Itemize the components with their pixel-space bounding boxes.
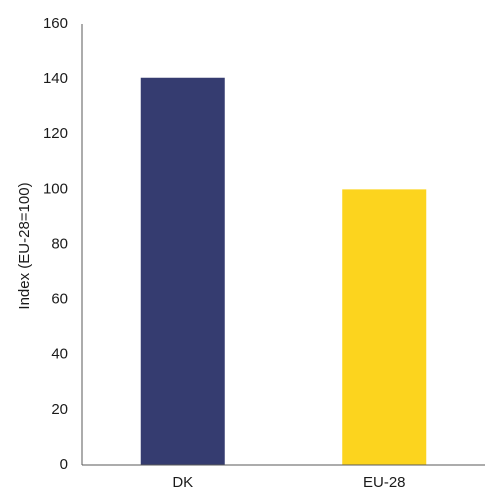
y-tick-label: 160 [43, 15, 68, 32]
y-tick-label: 20 [51, 401, 68, 418]
x-category-label: DK [172, 474, 193, 491]
y-axis-title: Index (EU-28=100) [16, 182, 33, 309]
bar-eu-28 [342, 189, 427, 465]
y-tick-label: 120 [43, 125, 68, 142]
y-tick-label: 80 [51, 235, 68, 252]
y-tick-label: 40 [51, 346, 68, 363]
y-tick-label: 100 [43, 180, 68, 197]
y-tick-label: 0 [60, 456, 68, 473]
y-tick-label: 140 [43, 70, 68, 87]
bar-dk [140, 77, 225, 465]
y-tick-label: 60 [51, 291, 68, 308]
x-category-label: EU-28 [363, 474, 406, 491]
